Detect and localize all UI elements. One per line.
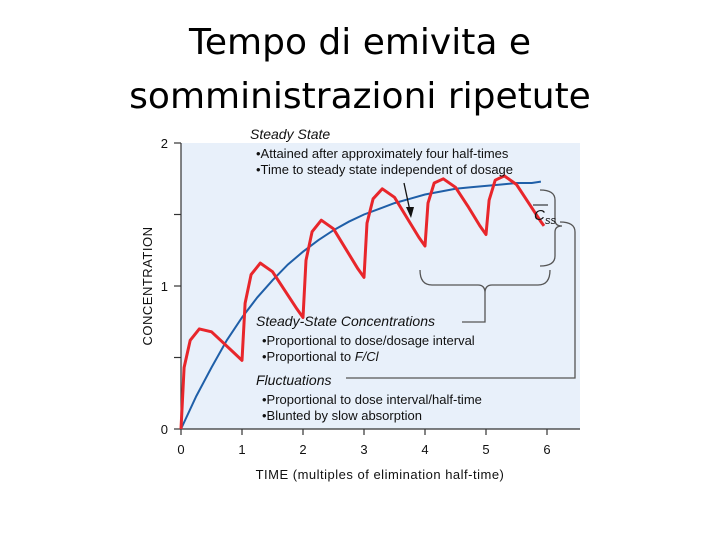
x-axis-title: TIME (multiples of elimination half-time… xyxy=(256,467,505,482)
series-line-smooth xyxy=(180,180,542,430)
plot-background xyxy=(181,143,580,429)
slide-title: Tempo di emivita e somministrazioni ripe… xyxy=(0,16,720,124)
annotation-steady-state-bullet-2: •Time to steady state independent of dos… xyxy=(256,162,513,177)
annotation-ss-concentrations-bullet-1: •Proportional to dose/dosage interval xyxy=(262,333,475,348)
y-axis-title: CONCENTRATION xyxy=(140,227,155,346)
y-tick-label: 1 xyxy=(161,279,168,294)
y-tick-label: 0 xyxy=(161,422,168,437)
bracket-css xyxy=(539,189,563,267)
x-tick-label: 4 xyxy=(421,442,428,457)
x-tick-label: 1 xyxy=(238,442,245,457)
annotation-ss-concentrations-heading: Steady-State Concentrations xyxy=(256,313,435,329)
series-line-sawtooth xyxy=(179,174,546,430)
x-tick-label: 5 xyxy=(482,442,489,457)
css-label-subscript: ss xyxy=(545,215,557,227)
annotation-steady-state: Steady State •Attained after approximate… xyxy=(250,126,513,177)
bracket-ss-connector xyxy=(462,293,486,323)
css-label: C ss xyxy=(533,204,557,227)
x-tick-label: 0 xyxy=(177,442,184,457)
annotation-ss-concentrations-bullet-2: •Proportional to F/Cl xyxy=(262,349,380,364)
x-tick-label: 3 xyxy=(360,442,367,457)
bracket-lines xyxy=(346,189,576,379)
bullet-2-italic: F/Cl xyxy=(355,349,380,364)
bracket-fluctuation xyxy=(346,221,576,379)
slide-title-line-2: somministrazioni ripetute xyxy=(129,76,591,117)
x-axis: 0 1 2 3 4 5 6 xyxy=(177,428,580,457)
annotation-steady-state-bullet-1: •Attained after approximately four half-… xyxy=(256,146,509,161)
y-tick-label: 2 xyxy=(161,136,168,151)
css-label-c: C xyxy=(534,207,545,224)
x-tick-label: 2 xyxy=(299,442,306,457)
steady-state-arrow xyxy=(403,182,414,218)
annotation-ss-concentrations: Steady-State Concentrations •Proportiona… xyxy=(256,313,475,364)
x-tick-label: 6 xyxy=(543,442,550,457)
y-axis: 0 1 2 xyxy=(161,136,182,437)
bullet-2-prefix: •Proportional to xyxy=(262,349,355,364)
slide-title-line-1: Tempo di emivita e xyxy=(189,22,531,63)
annotation-fluctuations-bullet-2: •Blunted by slow absorption xyxy=(262,408,422,423)
annotation-fluctuations: Fluctuations •Proportional to dose inter… xyxy=(256,372,482,423)
annotation-fluctuations-bullet-1: •Proportional to dose interval/half-time xyxy=(262,392,482,407)
annotation-fluctuations-heading: Fluctuations xyxy=(256,372,331,388)
annotation-steady-state-heading: Steady State xyxy=(250,126,330,142)
